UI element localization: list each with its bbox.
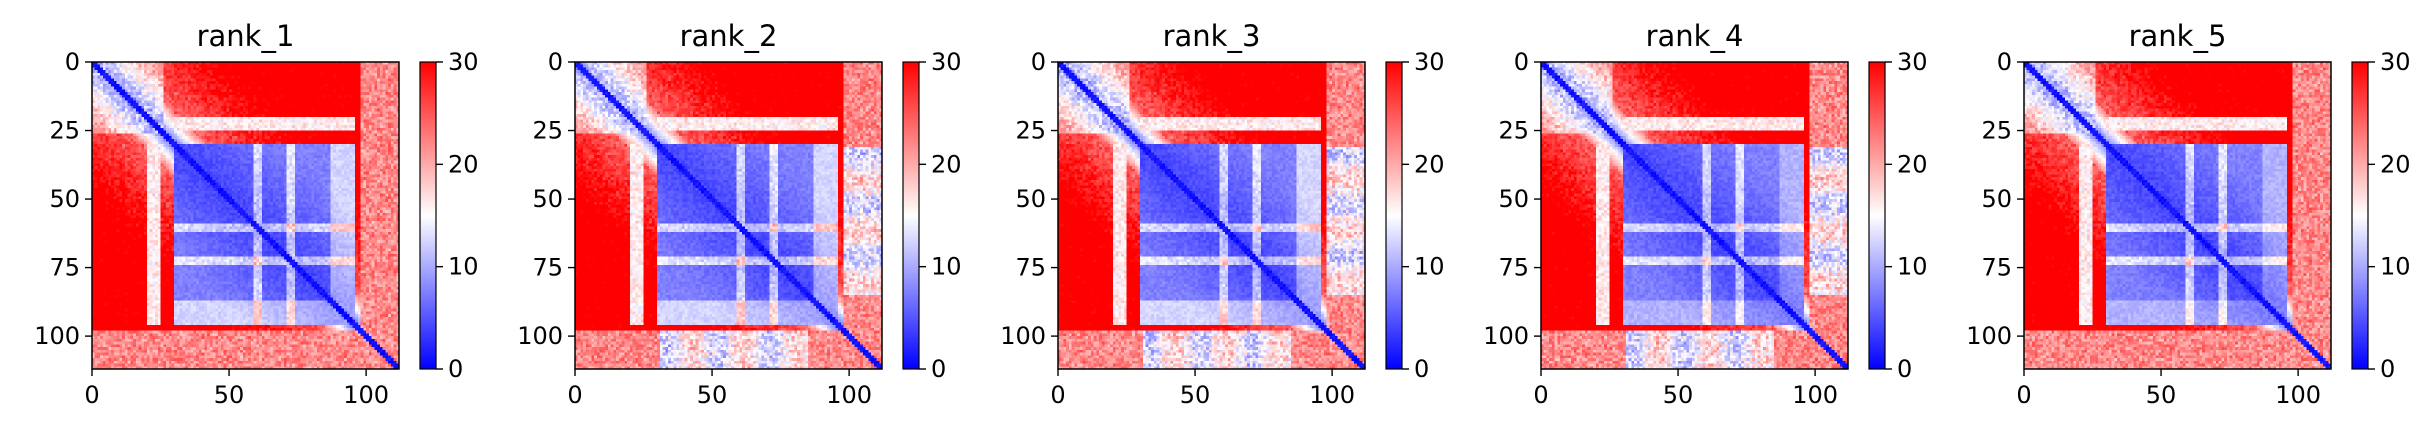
x-tick-label: 50 <box>697 381 728 409</box>
colorbar-tick-label: 0 <box>1897 355 1912 383</box>
panel-rank_5: rank_5 0 25 50 75 100 0 50 100 0 10 20 30 <box>1966 19 2410 409</box>
colorbar-tick-label: 10 <box>931 253 962 281</box>
y-tick-label: 0 <box>1031 48 1046 76</box>
heatmap-frame <box>1057 61 1366 370</box>
y-tick-label: 25 <box>1498 117 1529 145</box>
x-tick-label: 0 <box>2016 381 2031 409</box>
x-tick-label: 0 <box>567 381 582 409</box>
panel-rank_2: rank_2 0 25 50 75 100 0 50 100 0 10 20 30 <box>517 19 961 409</box>
colorbar <box>1868 61 1886 370</box>
y-tick-label: 100 <box>34 322 80 350</box>
heatmap-frame <box>2023 61 2332 370</box>
panel-title: rank_2 <box>680 19 778 53</box>
colorbar <box>1385 61 1403 370</box>
x-tick-label: 100 <box>1792 381 1838 409</box>
x-tick-label: 50 <box>1663 381 1694 409</box>
y-tick-label: 100 <box>1000 322 1046 350</box>
y-tick-label: 50 <box>1981 185 2012 213</box>
panel-title: rank_1 <box>197 19 295 53</box>
colorbar-tick-label: 20 <box>931 150 962 178</box>
y-tick-label: 75 <box>1981 254 2012 282</box>
colorbar-tick-label: 0 <box>2380 355 2395 383</box>
heatmap-image <box>1058 62 1365 369</box>
heatmap-image <box>2024 62 2331 369</box>
y-tick-label: 50 <box>1498 185 1529 213</box>
colorbar-tick-label: 0 <box>1414 355 1429 383</box>
panel-title: rank_5 <box>2129 19 2227 53</box>
y-tick-label: 0 <box>1997 48 2012 76</box>
colorbar-tick-label: 20 <box>2380 150 2411 178</box>
heatmap-frame <box>574 61 883 370</box>
heatmap-frame <box>1540 61 1849 370</box>
y-tick-label: 25 <box>1981 117 2012 145</box>
y-tick-label: 25 <box>49 117 80 145</box>
colorbar-tick-label: 10 <box>1897 253 1928 281</box>
x-tick-label: 100 <box>826 381 872 409</box>
colorbar <box>2351 61 2369 370</box>
colorbar-tick-label: 30 <box>2380 48 2411 76</box>
x-tick-label: 50 <box>2146 381 2177 409</box>
x-tick-label: 0 <box>84 381 99 409</box>
y-tick-label: 50 <box>1015 185 1046 213</box>
y-tick-label: 0 <box>65 48 80 76</box>
x-tick-label: 100 <box>2275 381 2321 409</box>
y-tick-label: 50 <box>49 185 80 213</box>
colorbar-tick-label: 30 <box>1414 48 1445 76</box>
colorbar-tick-label: 10 <box>1414 253 1445 281</box>
colorbar-tick-label: 30 <box>448 48 479 76</box>
colorbar <box>419 61 437 370</box>
colorbar-tick-label: 10 <box>448 253 479 281</box>
panel-title: rank_4 <box>1646 19 1744 53</box>
y-tick-label: 100 <box>1966 322 2012 350</box>
y-tick-label: 75 <box>1498 254 1529 282</box>
colorbar-tick-label: 0 <box>931 355 946 383</box>
y-tick-label: 75 <box>49 254 80 282</box>
colorbar-tick-label: 0 <box>448 355 463 383</box>
x-tick-label: 50 <box>1180 381 1211 409</box>
y-tick-label: 75 <box>1015 254 1046 282</box>
heatmap-image <box>1541 62 1848 369</box>
colorbar-tick-label: 20 <box>1414 150 1445 178</box>
colorbar-tick-label: 30 <box>931 48 962 76</box>
y-tick-label: 25 <box>532 117 563 145</box>
y-tick-label: 75 <box>532 254 563 282</box>
x-tick-label: 50 <box>214 381 245 409</box>
y-tick-label: 0 <box>1514 48 1529 76</box>
colorbar-tick-label: 30 <box>1897 48 1928 76</box>
panel-rank_1: rank_1 0 25 50 75 100 0 50 100 0 10 20 30 <box>34 19 478 409</box>
colorbar <box>902 61 920 370</box>
panel-rank_4: rank_4 0 25 50 75 100 0 50 100 0 10 20 30 <box>1483 19 1927 409</box>
y-tick-label: 50 <box>532 185 563 213</box>
colorbar-tick-label: 10 <box>2380 253 2411 281</box>
y-tick-label: 100 <box>517 322 563 350</box>
x-tick-label: 0 <box>1533 381 1548 409</box>
heatmap-frame <box>91 61 400 370</box>
panel-title: rank_3 <box>1163 19 1261 53</box>
x-tick-label: 100 <box>343 381 389 409</box>
x-tick-label: 0 <box>1050 381 1065 409</box>
panel-rank_3: rank_3 0 25 50 75 100 0 50 100 0 10 20 30 <box>1000 19 1444 409</box>
y-tick-label: 100 <box>1483 322 1529 350</box>
heatmap-image <box>575 62 882 369</box>
x-tick-label: 100 <box>1309 381 1355 409</box>
y-tick-label: 25 <box>1015 117 1046 145</box>
colorbar-tick-label: 20 <box>1897 150 1928 178</box>
colorbar-tick-label: 20 <box>448 150 479 178</box>
heatmap-image <box>92 62 399 369</box>
y-tick-label: 0 <box>548 48 563 76</box>
